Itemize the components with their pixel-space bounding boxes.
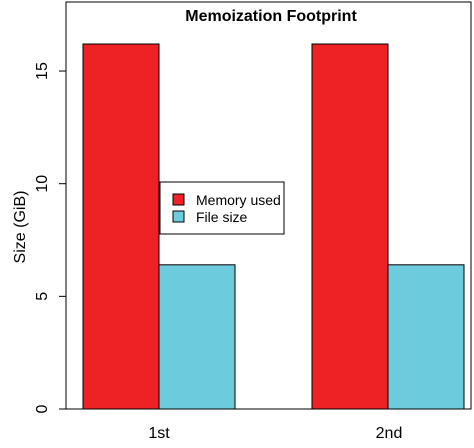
legend-label: Memory used (196, 192, 281, 208)
plot-border (65, 1, 472, 410)
x-axis-labels: 1st 2nd (148, 425, 402, 442)
bars-group (82, 43, 465, 410)
bar-memory-used-1st (82, 43, 160, 410)
y-axis: 0 5 10 15 (34, 62, 67, 413)
legend-box (159, 181, 285, 235)
x-tick-label: 1st (148, 425, 170, 442)
y-tick-label: 10 (34, 175, 51, 193)
y-tick-label: 5 (34, 292, 51, 301)
legend-swatch (172, 210, 185, 223)
y-tick-label: 15 (34, 62, 51, 80)
chart-title: Memoization Footprint (185, 8, 357, 25)
y-axis-title: Size (GiB) (12, 191, 29, 264)
legend-label: File size (196, 209, 248, 225)
bar-file-size-1st (158, 264, 236, 410)
y-tick-label: 0 (34, 404, 51, 413)
x-tick-label: 2nd (376, 425, 403, 442)
bar-memory-used-2nd (311, 43, 389, 410)
bar-file-size-2nd (387, 264, 465, 410)
legend-swatch (172, 193, 185, 206)
